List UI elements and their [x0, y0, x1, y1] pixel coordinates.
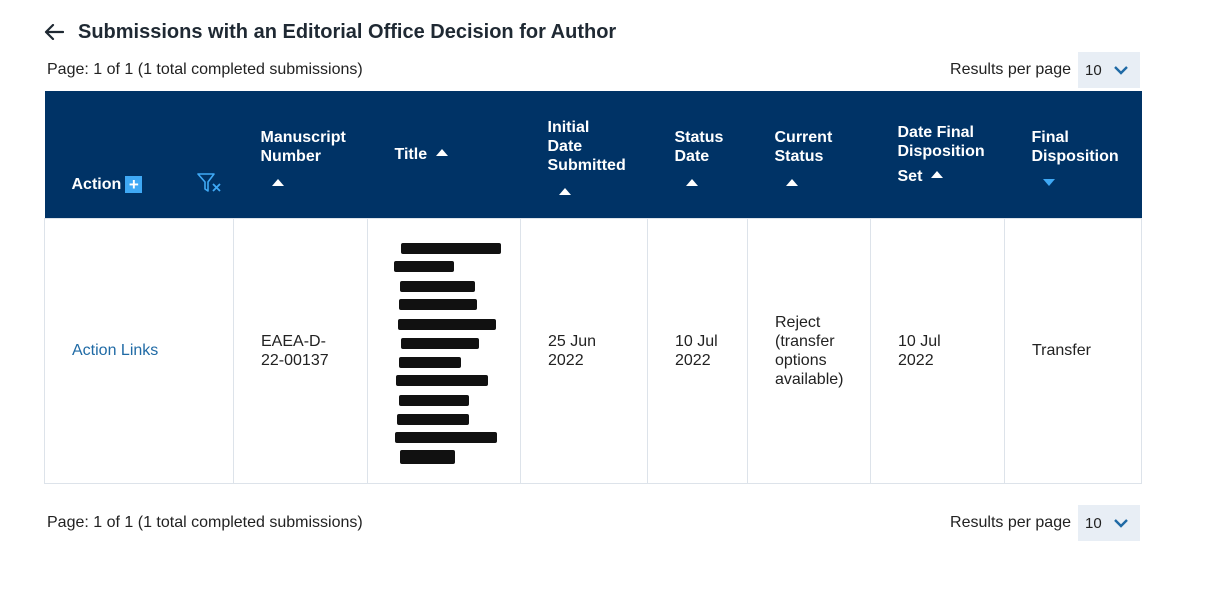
- col-action: Action +: [45, 91, 234, 218]
- manuscript-number-1: EAEA-D-: [261, 332, 326, 350]
- status-date-2: 2022: [675, 351, 711, 369]
- page-info: Page: 1 of 1 (1 total completed submissi…: [47, 514, 363, 531]
- page-title: Submissions with an Editorial Office Dec…: [78, 20, 617, 43]
- table-header-row: Action + Manuscript Number Title Initial…: [44, 91, 1142, 218]
- plus-icon[interactable]: +: [125, 175, 143, 193]
- filter-clear-icon[interactable]: [196, 172, 223, 194]
- col-final-date-label-3: Set: [897, 167, 923, 185]
- col-final-date-label-2: Disposition: [897, 142, 985, 160]
- results-per-page-value: 10: [1085, 514, 1102, 532]
- col-status-label-1: Status: [674, 128, 724, 146]
- sort-asc-icon[interactable]: [271, 178, 284, 186]
- sort-asc-icon[interactable]: [558, 188, 571, 196]
- results-per-page-value: 10: [1085, 61, 1102, 79]
- final-disposition: Transfer: [1032, 342, 1091, 359]
- sort-asc-icon[interactable]: [436, 148, 449, 156]
- chevron-down-icon: [1113, 65, 1128, 75]
- col-status-label-2: Date: [674, 147, 710, 165]
- table-row: Action Links EAEA-D- 22-00137: [44, 217, 1142, 484]
- final-date-1: 10 Jul: [898, 332, 941, 350]
- col-current-label-1: Current: [774, 128, 833, 146]
- col-initial-label-1: Initial: [547, 119, 590, 137]
- cell-title-redacted: [367, 217, 521, 484]
- back-arrow-icon[interactable]: [44, 21, 66, 43]
- page-header: Submissions with an Editorial Office Dec…: [44, 18, 616, 46]
- cell-initial-date: 25 Jun 2022: [520, 217, 648, 484]
- results-per-page-select[interactable]: 10: [1078, 52, 1140, 88]
- final-date-2: 2022: [898, 351, 934, 369]
- submissions-table: Action + Manuscript Number Title Initial…: [44, 91, 1142, 484]
- sort-asc-icon[interactable]: [785, 178, 798, 186]
- col-date-final-disposition[interactable]: Date Final Disposition Set: [871, 91, 1005, 218]
- cell-action: Action Links: [44, 217, 234, 484]
- col-current-label-2: Status: [774, 147, 824, 165]
- results-per-page: Results per page 10: [950, 505, 1140, 541]
- current-status-2: (transfer: [775, 332, 835, 350]
- col-title-label: Title: [394, 145, 428, 163]
- col-final-disp-label-2: Disposition: [1031, 147, 1119, 165]
- sort-desc-icon[interactable]: [1042, 178, 1055, 186]
- current-status-1: Reject: [775, 313, 821, 331]
- col-manuscript-number[interactable]: Manuscript Number: [234, 91, 368, 218]
- page-info: Page: 1 of 1 (1 total completed submissi…: [47, 61, 363, 78]
- cell-final-disposition: Transfer: [1004, 217, 1142, 484]
- col-initial-label-3: Submitted: [547, 157, 626, 175]
- col-manuscript-label-2: Number: [260, 147, 321, 165]
- col-initial-label-2: Date: [547, 138, 583, 156]
- cell-status-date: 10 Jul 2022: [647, 217, 748, 484]
- cell-manuscript-number: EAEA-D- 22-00137: [233, 217, 368, 484]
- current-status-3: options: [775, 351, 827, 369]
- action-links-link[interactable]: Action Links: [72, 342, 159, 359]
- col-current-status[interactable]: Current Status: [748, 91, 871, 218]
- results-per-page-label: Results per page: [950, 514, 1071, 531]
- results-per-page-label: Results per page: [950, 61, 1071, 78]
- col-action-label: Action: [71, 175, 122, 193]
- col-initial-date[interactable]: Initial Date Submitted: [521, 91, 648, 218]
- col-manuscript-label-1: Manuscript: [260, 128, 346, 146]
- sort-asc-icon[interactable]: [685, 178, 698, 186]
- col-status-date[interactable]: Status Date: [648, 91, 748, 218]
- redacted-title: [394, 236, 505, 466]
- col-final-date-label-1: Date Final: [897, 123, 974, 141]
- results-per-page: Results per page 10: [950, 52, 1140, 88]
- pager-bottom: Page: 1 of 1 (1 total completed submissi…: [44, 505, 1140, 541]
- cell-date-final-disposition: 10 Jul 2022: [870, 217, 1005, 484]
- cell-current-status: Reject (transfer options available): [747, 217, 871, 484]
- col-title[interactable]: Title: [368, 91, 521, 218]
- col-final-disp-label-1: Final: [1031, 128, 1069, 146]
- status-date-1: 10 Jul: [675, 332, 718, 350]
- sort-asc-icon[interactable]: [931, 170, 944, 178]
- results-per-page-select[interactable]: 10: [1078, 505, 1140, 541]
- col-final-disposition[interactable]: Final Disposition: [1005, 91, 1142, 218]
- manuscript-number-2: 22-00137: [261, 351, 329, 369]
- chevron-down-icon: [1113, 518, 1128, 528]
- initial-date-1: 25 Jun: [548, 332, 597, 350]
- pager-top: Page: 1 of 1 (1 total completed submissi…: [44, 52, 1140, 88]
- initial-date-2: 2022: [548, 351, 584, 369]
- current-status-4: available): [775, 370, 844, 388]
